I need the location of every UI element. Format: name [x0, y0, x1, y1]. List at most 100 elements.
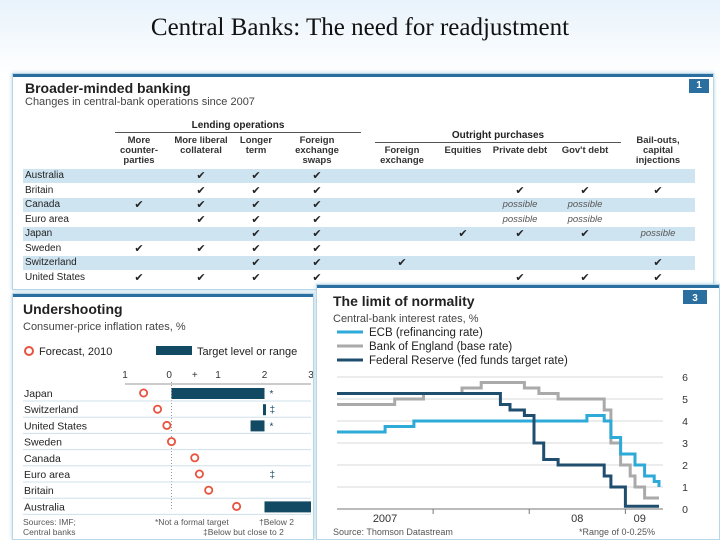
- x-tick-label: +: [192, 370, 198, 381]
- forecast-point: [190, 453, 200, 463]
- possible-cell: possible: [567, 199, 603, 210]
- category-label-euro-area: Euro area: [24, 469, 70, 481]
- target-note-marker: *: [270, 421, 274, 432]
- undershooting-chart: Undershooting Consumer-price inflation r…: [13, 294, 313, 537]
- chart2-source-line1: Sources: IMF;: [23, 517, 76, 527]
- target-legend-icon: [156, 346, 192, 355]
- target-note-marker: ‡: [270, 470, 276, 481]
- column-header-gov-t-debt: Gov't debt: [561, 145, 609, 156]
- column-header-longer-term: Longer term: [239, 135, 273, 156]
- chart2-subtitle: Consumer-price inflation rates, %: [23, 321, 186, 333]
- check-mark-cell: ✔: [251, 242, 261, 255]
- check-mark-cell: ✔: [515, 184, 525, 197]
- target-note-marker: ‡: [270, 405, 276, 416]
- target-bar: [264, 501, 311, 513]
- target-legend-label: Target level or range: [197, 346, 297, 358]
- column-header-foreign-exchange: Foreign exchange: [380, 145, 424, 166]
- check-mark-cell: ✔: [580, 228, 590, 240]
- check-mark-cell: ✔: [312, 271, 322, 284]
- table-row: United States ✔ ✔ ✔ ✔ ✔ ✔ ✔: [23, 271, 695, 285]
- check-mark-cell: ✔: [580, 271, 590, 284]
- y-tick-label: 3: [682, 438, 688, 450]
- forecast-legend-icon: [24, 346, 34, 356]
- panel1-subtitle: Changes in central-bank operations since…: [25, 96, 255, 108]
- check-mark-cell: ✔: [196, 184, 206, 197]
- x-tick-label: 1: [122, 370, 128, 381]
- check-mark-cell: ✔: [134, 271, 144, 284]
- check-mark-cell: ✔: [653, 271, 663, 284]
- limit-of-normality-panel: The limit of normality Central-bank inte…: [316, 284, 720, 540]
- column-header-equities: Equities: [444, 145, 482, 156]
- undershooting-panel: Undershooting Consumer-price inflation r…: [12, 293, 314, 540]
- column-header-more-liberal-collateral: More liberal collateral: [174, 135, 228, 156]
- chart2-footnote-1: *Not a formal target: [155, 517, 229, 527]
- row-country-label: Switzerland: [25, 257, 77, 268]
- chart3-subtitle: Central-bank interest rates, %: [333, 313, 479, 325]
- y-tick-label: 2: [682, 460, 688, 472]
- broader-minded-banking-panel: Broader-minded banking Changes in centra…: [12, 73, 714, 290]
- check-mark-cell: ✔: [580, 184, 590, 197]
- table-row: Euro area ✔ ✔ ✔ possible possible: [23, 213, 695, 227]
- panel1-title: Broader-minded banking: [25, 80, 191, 96]
- check-mark-cell: ✔: [196, 242, 206, 255]
- category-label-australia: Australia: [24, 501, 65, 513]
- check-mark-cell: ✔: [312, 170, 322, 182]
- outright-purchases-header: Outright purchases: [451, 130, 545, 141]
- column-header-foreign-exchange-swaps: Foreign exchange swaps: [295, 135, 339, 166]
- forecast-point: [232, 501, 242, 511]
- target-bar: [171, 388, 265, 399]
- row-country-label: Sweden: [25, 242, 62, 254]
- legend-label: ECB (refinancing rate): [369, 327, 483, 339]
- x-tick-label: 3: [308, 370, 313, 381]
- forecast-point: [166, 437, 176, 447]
- column-header-more-counter-parties: More counter-parties: [120, 135, 158, 166]
- check-mark-cell: ✔: [251, 213, 261, 226]
- panel-top-rule: [13, 294, 313, 297]
- table-row: Canada ✔ ✔ ✔ ✔ possible possible: [23, 198, 695, 212]
- x-tick-label: 2007: [373, 513, 397, 525]
- forecast-point: [153, 404, 163, 414]
- x-tick-label: 09: [634, 513, 646, 525]
- panel1-badge: 1: [689, 79, 709, 93]
- check-mark-cell: ✔: [515, 271, 525, 284]
- check-mark-cell: ✔: [251, 184, 261, 197]
- forecast-point: [139, 388, 149, 398]
- check-mark-cell: ✔: [312, 257, 322, 269]
- table-row: Japan ✔ ✔ ✔ ✔ ✔ possible: [23, 227, 695, 241]
- category-label-switzerland: Switzerland: [24, 404, 78, 416]
- row-country-label: Canada: [25, 199, 61, 210]
- check-mark-cell: ✔: [312, 242, 322, 255]
- category-label-united-states: United States: [24, 420, 87, 432]
- y-tick-label: 4: [682, 416, 688, 428]
- target-bar: [250, 420, 265, 432]
- chart3-source: Source: Thomson Datastream: [333, 527, 453, 537]
- category-label-britain: Britain: [24, 485, 54, 497]
- chart3-title: The limit of normality: [333, 293, 475, 309]
- panel-top-rule: [13, 74, 713, 77]
- check-mark-cell: ✔: [312, 213, 322, 226]
- possible-cell: possible: [502, 213, 538, 225]
- check-mark-cell: ✔: [251, 257, 261, 269]
- category-label-canada: Canada: [24, 453, 61, 465]
- check-mark-cell: ✔: [196, 199, 206, 211]
- check-mark-cell: ✔: [134, 199, 144, 211]
- check-mark-cell: ✔: [196, 170, 206, 182]
- forecast-point: [162, 420, 172, 430]
- table-row: Switzerland ✔ ✔ ✔ ✔: [23, 256, 695, 270]
- row-country-label: Britain: [25, 184, 54, 196]
- series-line-bank-of-england-base-rate: [337, 381, 659, 500]
- row-country-label: Australia: [25, 170, 64, 181]
- lending-group-rule: [115, 132, 361, 133]
- check-mark-cell: ✔: [134, 242, 144, 255]
- category-label-japan: Japan: [24, 388, 53, 400]
- y-tick-label: 5: [682, 394, 688, 406]
- target-bar: [263, 404, 266, 416]
- row-country-label: United States: [25, 271, 86, 283]
- column-header-private-debt: Private debt: [492, 145, 548, 156]
- check-mark-cell: ✔: [653, 257, 663, 269]
- panel3-badge-bg: [683, 290, 707, 304]
- x-tick-label: 0: [166, 370, 172, 381]
- check-mark-cell: ✔: [196, 271, 206, 284]
- possible-cell: possible: [567, 213, 603, 225]
- x-tick-label: 1: [215, 370, 221, 381]
